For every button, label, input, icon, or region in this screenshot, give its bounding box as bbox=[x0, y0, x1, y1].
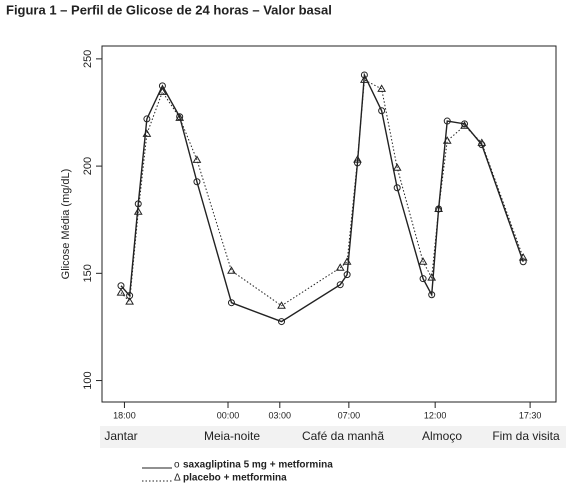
point bbox=[443, 117, 451, 125]
point bbox=[353, 155, 362, 163]
y-axis-label: Glicose Média (mg/dL) bbox=[60, 169, 72, 280]
point bbox=[353, 159, 361, 167]
point bbox=[142, 129, 152, 137]
chart-title: Figura 1 – Perfil de Glicose de 24 horas… bbox=[6, 2, 332, 17]
point bbox=[419, 275, 427, 283]
legend-label: saxagliptina 5 mg + metformina bbox=[183, 460, 333, 471]
point bbox=[377, 84, 387, 92]
point bbox=[393, 184, 401, 192]
point bbox=[116, 288, 126, 296]
y-tick-label: 100 bbox=[82, 371, 94, 389]
point bbox=[434, 204, 443, 212]
period-band bbox=[100, 426, 566, 448]
point bbox=[461, 120, 469, 128]
point bbox=[227, 299, 235, 307]
x-tick-label: 00:00 bbox=[217, 410, 240, 420]
point bbox=[418, 257, 428, 265]
series-line bbox=[120, 72, 524, 323]
point bbox=[360, 71, 368, 79]
point bbox=[428, 291, 436, 299]
legend-marker: o bbox=[174, 460, 180, 471]
point bbox=[427, 273, 437, 281]
point bbox=[342, 257, 352, 265]
y-tick-label: 200 bbox=[82, 157, 94, 175]
point bbox=[143, 115, 151, 123]
point bbox=[343, 271, 351, 279]
x-tick-label: 17:30 bbox=[519, 410, 542, 420]
point bbox=[134, 200, 142, 208]
point bbox=[158, 87, 167, 95]
legend-label: placebo + metformina bbox=[183, 473, 287, 484]
y-tick-label: 150 bbox=[82, 264, 94, 282]
point bbox=[175, 113, 185, 121]
x-tick-label: 18:00 bbox=[113, 410, 136, 420]
period-label: Fim da visita bbox=[492, 429, 560, 443]
point bbox=[518, 253, 528, 261]
x-tick-label: 07:00 bbox=[338, 410, 361, 420]
point bbox=[277, 301, 286, 309]
point bbox=[278, 318, 286, 326]
point bbox=[335, 263, 345, 271]
point bbox=[442, 136, 452, 144]
point bbox=[460, 121, 469, 129]
legend-marker: Δ bbox=[174, 473, 181, 484]
series-line bbox=[120, 79, 524, 307]
point bbox=[192, 155, 202, 163]
point bbox=[392, 163, 402, 171]
point bbox=[336, 281, 344, 289]
plot-frame bbox=[101, 45, 557, 403]
point bbox=[477, 138, 487, 146]
point bbox=[360, 75, 369, 83]
period-label: Meia-noite bbox=[204, 429, 260, 443]
point bbox=[519, 258, 527, 266]
period-label: Jantar bbox=[104, 429, 137, 443]
point bbox=[227, 266, 236, 274]
point bbox=[125, 297, 134, 305]
period-label: Café da manhã bbox=[302, 429, 384, 443]
point bbox=[378, 107, 386, 115]
period-label: Almoço bbox=[422, 429, 462, 443]
point bbox=[193, 178, 201, 186]
y-tick-label: 250 bbox=[82, 50, 94, 68]
x-tick-label: 12:00 bbox=[424, 410, 447, 420]
point bbox=[133, 207, 143, 215]
x-tick-label: 03:00 bbox=[269, 410, 292, 420]
